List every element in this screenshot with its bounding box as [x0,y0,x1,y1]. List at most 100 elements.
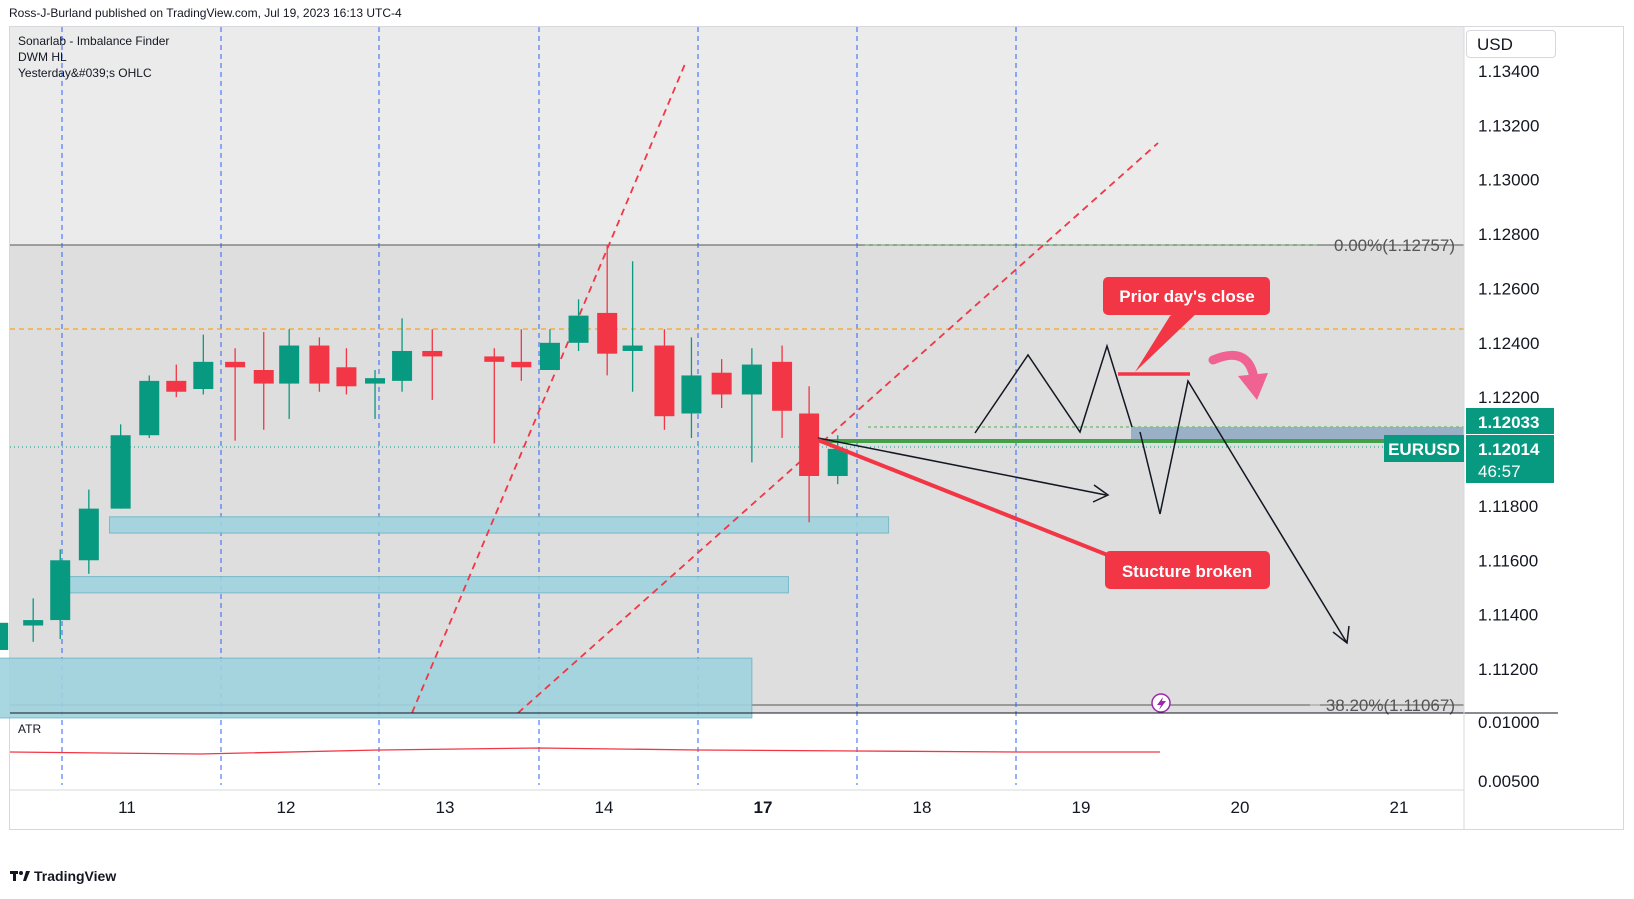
current-price-badge [1466,435,1554,483]
imbalance-zone [109,516,890,534]
pattern-zigzag [974,343,1133,434]
legend-line-dwm[interactable]: DWM HL [18,50,67,64]
candle-body [225,361,246,368]
price-tick-label: 1.13400 [1478,62,1539,81]
price-tick-label: 1.11800 [1478,497,1538,516]
legend-line-ohlc[interactable]: Yesterday&#039;s OHLC [18,66,152,80]
price-tick-label: 1.11400 [1478,606,1538,625]
candle-up [139,375,160,438]
candle-body [597,312,618,354]
tradingview-logo-icon [10,871,30,881]
price-tick-label: 1.12200 [1478,388,1539,407]
candle-body [827,448,848,477]
candle-down [422,329,443,400]
candle-down [799,386,820,523]
time-tick-label: 11 [118,798,136,817]
candle-body [139,380,160,436]
candle-down [484,348,505,444]
symbol-label: EURUSD [1388,440,1460,459]
candle-body [799,413,820,477]
price-tick-label: 1.12600 [1478,279,1539,298]
candle-body [681,375,702,414]
fib-level-label: 38.20%(1.11067) [1326,696,1455,715]
candle-body [711,372,732,395]
time-tick-label: 18 [913,798,932,817]
candle-down [511,329,532,381]
time-tick-label: 19 [1072,798,1091,817]
structure-label: Stucture broken [1122,562,1252,581]
time-tick-label: 21 [1390,798,1409,817]
candle-down [253,331,274,430]
atr-line [9,747,1160,755]
prior-close-callout-pointer [1135,310,1200,372]
projection-arrowhead [1332,625,1350,645]
candle-body [568,315,589,343]
legend-line-imbalance[interactable]: Sonarlab - Imbalance Finder [18,34,170,48]
candle-up [78,489,99,574]
imbalance-zone [0,657,753,719]
structure-arrowhead [1092,484,1110,503]
price-tick-label: 1.13200 [1478,116,1539,135]
candle-down [309,337,330,392]
time-tick-label: 13 [436,798,455,817]
candle-body [309,345,330,384]
currency-selector[interactable]: USD [1466,30,1556,58]
fib-level-label: 0.00%(1.12757) [1334,236,1455,255]
candle-body [78,508,99,561]
price-tick-label: 1.11600 [1478,551,1538,570]
candle-up [50,549,71,640]
trendline-shallow [517,142,1159,714]
plot-background-upper [10,27,1464,245]
footer: TradingView [10,868,116,884]
candle-up [741,348,762,463]
candle-up [622,261,643,392]
publisher-header: Ross-J-Burland published on TradingView.… [9,6,402,20]
candle-up [827,435,848,485]
candle-down [336,348,357,395]
structure-arrow [817,437,1107,496]
time-tick-label: 20 [1231,798,1250,817]
level-band [1131,427,1464,439]
candle-down [597,244,618,376]
price-tick-label: 1.12400 [1478,334,1539,353]
prior-close-callout [1103,277,1270,315]
level-price-badge [1466,408,1554,434]
candle-body [654,345,675,417]
candle-down [225,348,246,441]
footer-brand[interactable]: TradingView [34,868,117,884]
chart-frame [9,26,1624,830]
candle-body [279,345,300,384]
candle-body [166,380,187,392]
candle-down [654,329,675,430]
curved-arrow-head [1238,373,1268,400]
candle-body [422,350,443,357]
current-price-value: 1.12014 [1478,440,1540,459]
candle-body [622,345,643,351]
candle-body [484,356,505,362]
candle-body [0,622,9,650]
trendline-steep [411,63,686,714]
candle-body [365,378,386,384]
candle-up [0,622,9,650]
candle-down [711,359,732,409]
level-price-value: 1.12033 [1478,413,1539,432]
fib-zone-background [10,245,1464,713]
price-tick-label: 1.12800 [1478,225,1539,244]
curved-down-arrow [1208,351,1259,383]
price-tick-label: 1.11200 [1478,660,1538,679]
bar-countdown: 46:57 [1478,462,1521,481]
prior-close-label: Prior day's close [1119,287,1254,306]
candle-down [166,364,187,398]
candle-up [568,299,589,351]
candle-down [772,345,793,438]
candle-body [392,350,413,381]
candle-body [50,560,71,621]
candle-body [539,342,560,370]
atr-tick-label: 0.01000 [1478,713,1539,732]
candle-up [392,318,413,392]
time-tick-label: 12 [277,798,296,817]
candle-up [365,370,386,419]
lightning-icon-glyph [1157,697,1166,710]
candle-body [336,367,357,387]
